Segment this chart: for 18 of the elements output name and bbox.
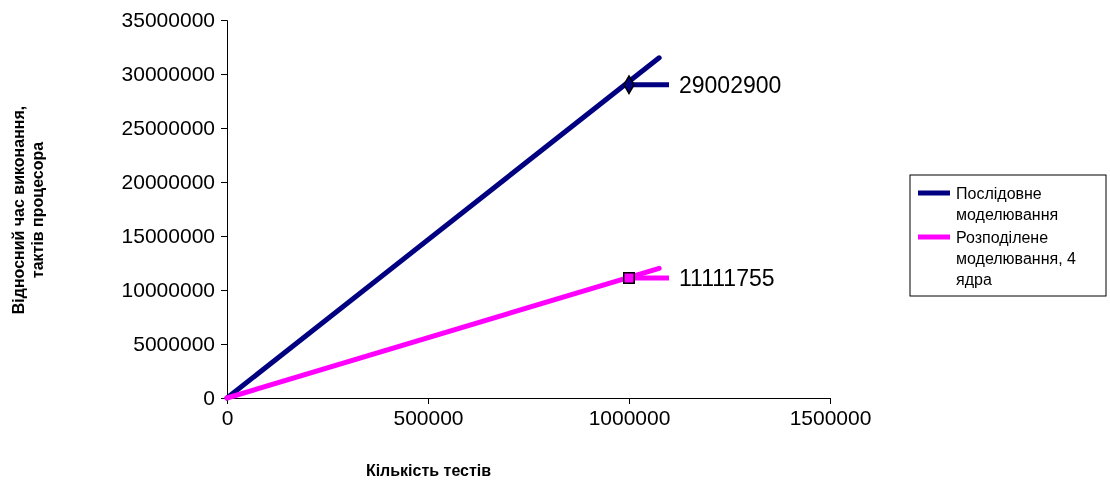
y-axis-title: Відносний час виконання, тактів процесора: [10, 105, 46, 315]
y-tick-label: 30000000: [121, 62, 215, 86]
y-tick-label: 5000000: [133, 332, 215, 356]
x-tick-label: 1000000: [588, 405, 671, 429]
x-tick-label: 1500000: [789, 405, 872, 429]
x-tick-label: 0: [221, 405, 234, 429]
x-axis-title: Кількість тестів: [365, 462, 492, 479]
y-tick-label: 35000000: [121, 8, 215, 32]
y-tick-label: 10000000: [121, 278, 215, 302]
y-tick-label: 15000000: [121, 224, 215, 248]
y-tick-label: 0: [203, 386, 215, 410]
legend-label: Послідовне моделювання: [956, 185, 1059, 223]
data-label: 29002900: [679, 71, 782, 98]
legend-label: Розподілене моделювання, 4 ядра: [956, 229, 1077, 288]
y-tick-label: 25000000: [121, 116, 215, 140]
x-tick-label: 500000: [393, 405, 464, 429]
data-label: 11111755: [679, 264, 775, 291]
y-tick-label: 20000000: [121, 170, 215, 194]
